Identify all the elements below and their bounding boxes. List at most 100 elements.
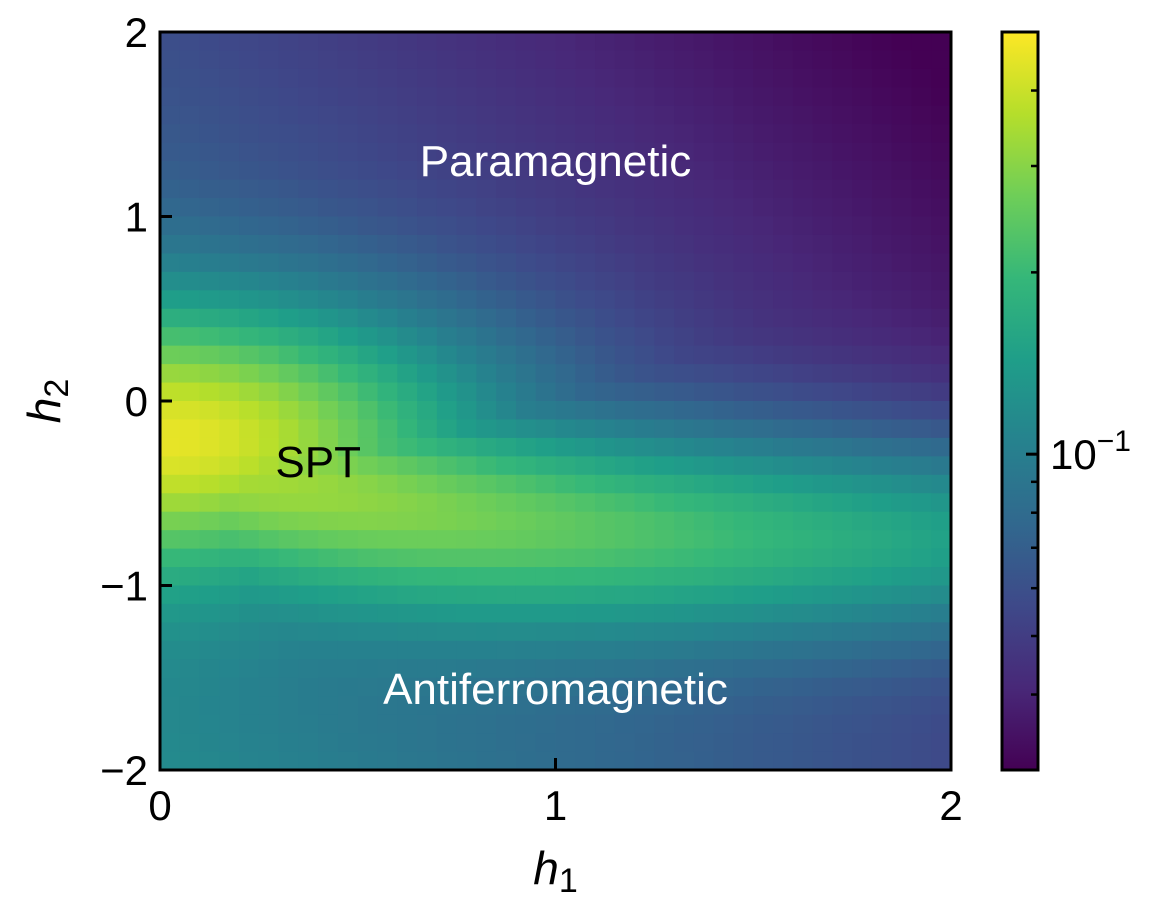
heatmap-cell bbox=[891, 382, 913, 402]
heatmap-cell bbox=[239, 677, 260, 697]
heatmap-cell bbox=[911, 493, 932, 513]
heatmap-cell bbox=[555, 142, 576, 162]
heatmap-cell bbox=[773, 253, 794, 273]
heatmap-cell bbox=[239, 68, 260, 88]
heatmap-cell bbox=[436, 216, 458, 236]
heatmap-cell bbox=[456, 234, 478, 254]
heatmap-cell bbox=[713, 548, 735, 568]
heatmap-cell bbox=[575, 751, 596, 771]
heatmap-cell bbox=[298, 677, 319, 697]
heatmap-cell bbox=[199, 751, 220, 771]
heatmap-cell bbox=[891, 751, 913, 771]
heatmap-cell bbox=[871, 271, 893, 291]
heatmap-cell bbox=[436, 530, 458, 550]
heatmap-cell bbox=[199, 659, 220, 679]
heatmap-cell bbox=[674, 456, 695, 476]
heatmap-cell bbox=[179, 456, 201, 476]
heatmap-cell bbox=[515, 548, 537, 568]
heatmap-cell bbox=[852, 493, 873, 513]
heatmap-cell bbox=[614, 437, 636, 457]
heatmap-cell bbox=[357, 198, 379, 218]
heatmap-cell bbox=[852, 105, 873, 125]
heatmap-cell bbox=[733, 603, 754, 623]
heatmap-cell bbox=[199, 253, 220, 273]
heatmap-cell bbox=[377, 585, 398, 605]
heatmap-cell bbox=[753, 456, 774, 476]
heatmap-cell bbox=[278, 714, 300, 734]
heatmap-cell bbox=[436, 511, 458, 531]
heatmap-cell bbox=[891, 364, 913, 384]
heatmap-cell bbox=[258, 198, 280, 218]
heatmap-cell bbox=[595, 271, 616, 291]
heatmap-cell bbox=[891, 87, 913, 107]
heatmap-cell bbox=[456, 179, 478, 199]
heatmap-cell bbox=[318, 253, 339, 273]
heatmap-cell bbox=[496, 290, 517, 310]
heatmap-cell bbox=[852, 585, 873, 605]
heatmap-cell bbox=[792, 511, 814, 531]
heatmap-cell bbox=[812, 474, 833, 494]
heatmap-cell bbox=[476, 474, 497, 494]
heatmap-cell bbox=[792, 714, 814, 734]
heatmap-cell bbox=[515, 677, 537, 697]
heatmap-cell bbox=[812, 659, 833, 679]
heatmap-cell bbox=[496, 456, 517, 476]
heatmap-cell bbox=[832, 603, 853, 623]
heatmap-cell bbox=[891, 530, 913, 550]
heatmap-cell bbox=[476, 32, 497, 52]
heatmap-cell bbox=[713, 696, 735, 716]
heatmap-cell bbox=[160, 419, 181, 439]
heatmap-cell bbox=[496, 161, 517, 181]
heatmap-cell bbox=[693, 493, 715, 513]
heatmap-cell bbox=[713, 161, 735, 181]
heatmap-cell bbox=[298, 216, 319, 236]
heatmap-cell bbox=[318, 290, 339, 310]
heatmap-cell bbox=[575, 216, 596, 236]
heatmap-cell bbox=[298, 567, 319, 587]
heatmap-cell bbox=[318, 714, 339, 734]
heatmap-cell bbox=[852, 659, 873, 679]
heatmap-cell bbox=[417, 234, 438, 254]
heatmap-cell bbox=[357, 327, 379, 347]
heatmap-cell bbox=[476, 714, 497, 734]
heatmap-cell bbox=[773, 308, 794, 328]
heatmap-cell bbox=[674, 32, 695, 52]
heatmap-cell bbox=[160, 234, 181, 254]
heatmap-cell bbox=[476, 751, 497, 771]
heatmap-cell bbox=[832, 751, 853, 771]
heatmap-cell bbox=[733, 364, 754, 384]
heatmap-cell bbox=[654, 382, 675, 402]
heatmap-cell bbox=[654, 511, 675, 531]
heatmap-cell bbox=[377, 677, 398, 697]
heatmap-cell bbox=[634, 290, 655, 310]
heatmap-cell bbox=[832, 198, 853, 218]
heatmap-cell bbox=[456, 308, 478, 328]
heatmap-cell bbox=[753, 419, 774, 439]
heatmap-cell bbox=[199, 290, 220, 310]
heatmap-cell bbox=[614, 548, 636, 568]
x-tick-label: 0 bbox=[148, 782, 171, 829]
heatmap-cell bbox=[693, 456, 715, 476]
heatmap-cell bbox=[555, 87, 576, 107]
heatmap-cell bbox=[575, 659, 596, 679]
heatmap-cell bbox=[911, 714, 932, 734]
heatmap-cell bbox=[357, 696, 379, 716]
heatmap-cell bbox=[397, 32, 418, 52]
heatmap-cell bbox=[931, 216, 952, 236]
heatmap-cell bbox=[693, 345, 715, 365]
heatmap-cell bbox=[595, 327, 616, 347]
heatmap-cell bbox=[595, 733, 616, 753]
heatmap-cell bbox=[377, 437, 398, 457]
heatmap-cell bbox=[160, 50, 181, 70]
heatmap-cell bbox=[298, 234, 319, 254]
heatmap-cell bbox=[693, 382, 715, 402]
heatmap-cell bbox=[219, 271, 240, 291]
heatmap-cell bbox=[298, 419, 319, 439]
heatmap-cell bbox=[298, 622, 319, 642]
heatmap-cell bbox=[674, 437, 695, 457]
heatmap-cell bbox=[832, 124, 853, 144]
heatmap-cell bbox=[357, 308, 379, 328]
heatmap-cell bbox=[792, 327, 814, 347]
heatmap-cell bbox=[674, 696, 695, 716]
heatmap-cell bbox=[575, 179, 596, 199]
